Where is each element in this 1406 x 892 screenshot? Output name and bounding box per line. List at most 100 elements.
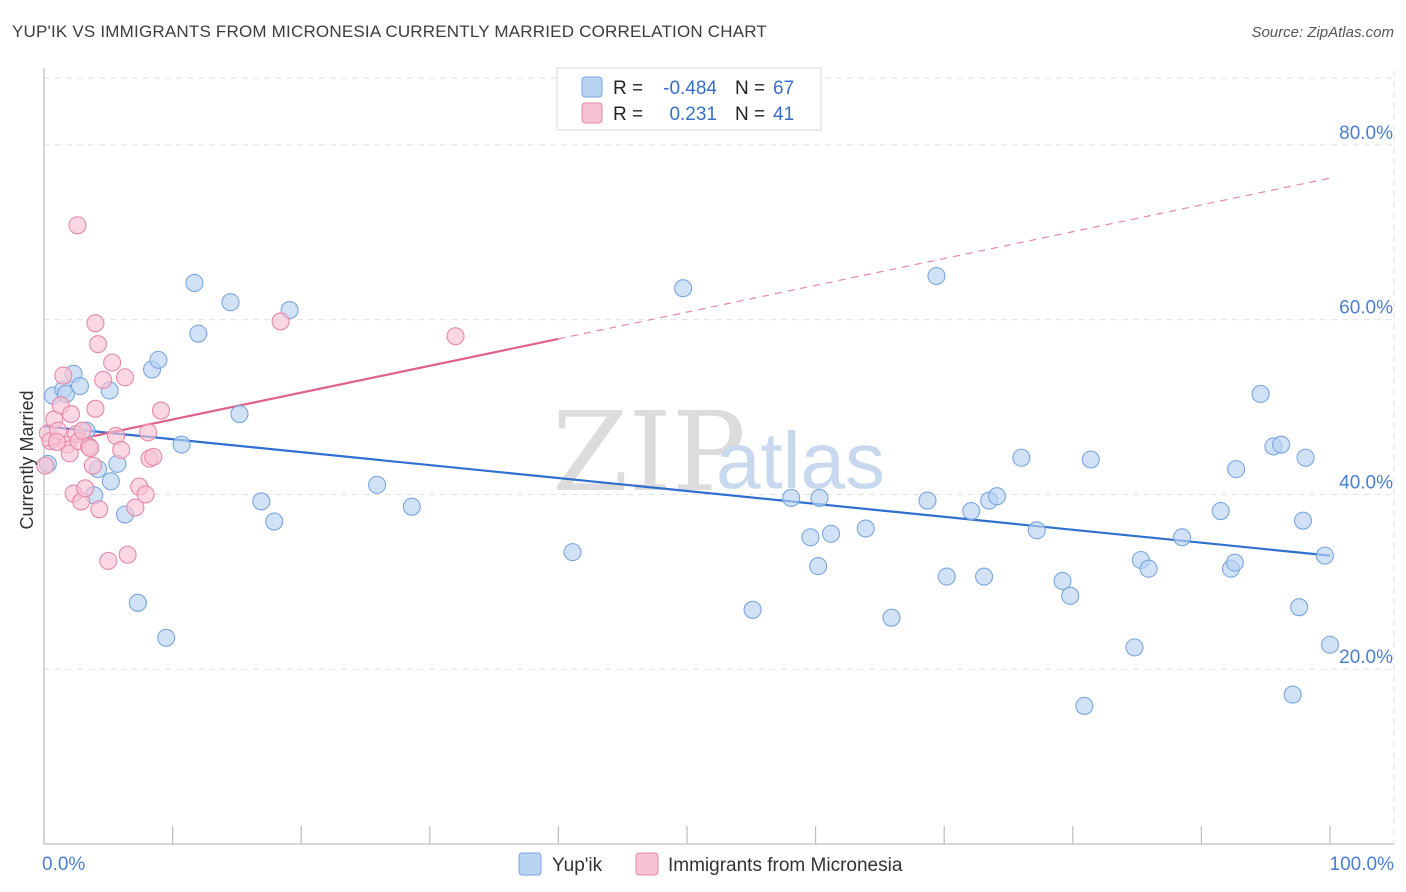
point-micronesia-27 <box>115 368 135 387</box>
y-tick-label-3: 80.0% <box>1339 123 1393 144</box>
point-yupik-49 <box>1081 450 1100 469</box>
bottom-legend-swatch-pink <box>635 852 659 876</box>
point-yupik-38 <box>927 266 946 286</box>
point-micronesia-9 <box>61 405 81 424</box>
point-yupik-61 <box>1283 685 1302 704</box>
bottom-legend: Yup'ik Immigrants from Micronesia <box>518 852 903 876</box>
point-micronesia-32 <box>139 423 158 442</box>
legend-n-value-0: 67 <box>773 78 794 99</box>
point-yupik-64 <box>1296 448 1315 467</box>
legend-r-label-1: R = <box>613 104 643 125</box>
point-micronesia-18 <box>86 399 105 418</box>
x-tick-label-max: 100.0% <box>1330 854 1395 875</box>
point-yupik-26 <box>402 497 421 516</box>
point-yupik-30 <box>782 488 801 508</box>
y-tick-label-2: 60.0% <box>1339 298 1393 319</box>
point-micronesia-35 <box>151 401 171 420</box>
point-yupik-23 <box>265 512 284 531</box>
point-yupik-27 <box>563 543 582 562</box>
point-yupik-39 <box>937 567 956 586</box>
point-yupik-5 <box>70 377 90 396</box>
bottom-legend-swatch-blue <box>518 852 542 876</box>
point-micronesia-0 <box>36 456 55 475</box>
legend-n-label-0: N = <box>735 78 765 99</box>
point-yupik-36 <box>882 608 901 627</box>
point-yupik-22 <box>252 492 271 511</box>
point-yupik-17 <box>172 435 191 454</box>
point-micronesia-37 <box>271 312 290 331</box>
point-micronesia-21 <box>90 500 109 519</box>
point-yupik-15 <box>149 350 168 369</box>
point-yupik-21 <box>230 405 249 424</box>
point-yupik-37 <box>918 491 937 510</box>
bottom-legend-label-micronesia: Immigrants from Micronesia <box>668 855 903 876</box>
bottom-legend-label-yupik: Yup'ik <box>552 855 603 876</box>
point-yupik-65 <box>1315 546 1334 565</box>
point-yupik-45 <box>1027 521 1046 540</box>
point-yupik-29 <box>743 600 762 619</box>
point-micronesia-15 <box>76 479 95 498</box>
point-micronesia-28 <box>118 545 137 564</box>
y-tick-label-0: 20.0% <box>1339 647 1393 668</box>
point-micronesia-36 <box>68 216 87 235</box>
point-yupik-31 <box>801 528 820 547</box>
point-yupik-41 <box>975 567 994 586</box>
point-yupik-58 <box>1251 384 1270 404</box>
point-yupik-25 <box>368 475 387 494</box>
legend-swatch-blue <box>581 76 603 98</box>
point-yupik-20 <box>221 293 240 312</box>
trend-layer <box>43 177 1331 557</box>
grid-layer <box>44 70 1395 844</box>
point-yupik-10 <box>101 472 120 491</box>
point-yupik-57 <box>1227 460 1246 479</box>
point-micronesia-14 <box>73 421 92 440</box>
point-yupik-52 <box>1139 559 1158 578</box>
watermark: ZIP atlas <box>552 388 885 516</box>
point-micronesia-22 <box>94 370 113 390</box>
point-yupik-63 <box>1293 511 1313 530</box>
point-yupik-18 <box>185 273 204 293</box>
y-tick-labels: 20.0% 40.0% 60.0% 80.0% <box>1339 123 1393 668</box>
point-yupik-60 <box>1272 435 1291 454</box>
point-yupik-34 <box>821 524 841 543</box>
point-yupik-35 <box>856 519 875 538</box>
point-micronesia-6 <box>54 366 73 385</box>
point-yupik-43 <box>987 487 1006 506</box>
point-micronesia-20 <box>88 335 108 354</box>
trend-line-micronesia <box>43 337 559 448</box>
point-yupik-66 <box>1320 635 1340 654</box>
point-yupik-28 <box>674 279 693 298</box>
legend-box: R = -0.484 N = 67 R = 0.231 N = 41 <box>556 67 822 131</box>
point-micronesia-8 <box>60 444 79 463</box>
point-yupik-32 <box>809 557 828 576</box>
point-yupik-62 <box>1290 598 1309 617</box>
point-micronesia-31 <box>136 485 155 504</box>
legend-r-value-0: -0.484 <box>663 78 717 99</box>
point-micronesia-40 <box>47 432 66 452</box>
point-micronesia-29 <box>126 498 145 517</box>
chart-title: YUP'IK VS IMMIGRANTS FROM MICRONESIA CUR… <box>12 22 768 41</box>
point-yupik-13 <box>128 593 147 612</box>
point-yupik-46 <box>1053 571 1072 591</box>
point-yupik-19 <box>189 324 208 343</box>
legend-swatch-pink <box>581 102 603 124</box>
point-micronesia-38 <box>446 327 465 346</box>
legend-n-label-1: N = <box>735 104 765 125</box>
point-yupik-54 <box>1211 502 1230 521</box>
point-yupik-33 <box>810 488 829 508</box>
point-yupik-50 <box>1125 638 1144 657</box>
point-micronesia-24 <box>103 353 122 372</box>
point-yupik-16 <box>157 628 176 647</box>
points-layer <box>36 216 1340 715</box>
point-micronesia-34 <box>144 447 163 466</box>
point-micronesia-19 <box>86 314 105 333</box>
point-yupik-40 <box>962 502 981 521</box>
legend-r-label-0: R = <box>613 78 643 99</box>
source-label: Source: ZipAtlas.com <box>1251 24 1394 41</box>
legend-r-value-1: 0.231 <box>669 104 717 125</box>
point-yupik-53 <box>1173 528 1192 547</box>
point-micronesia-39 <box>81 439 100 458</box>
y-axis-label: Currently Married <box>17 390 37 529</box>
point-yupik-47 <box>1061 586 1080 605</box>
